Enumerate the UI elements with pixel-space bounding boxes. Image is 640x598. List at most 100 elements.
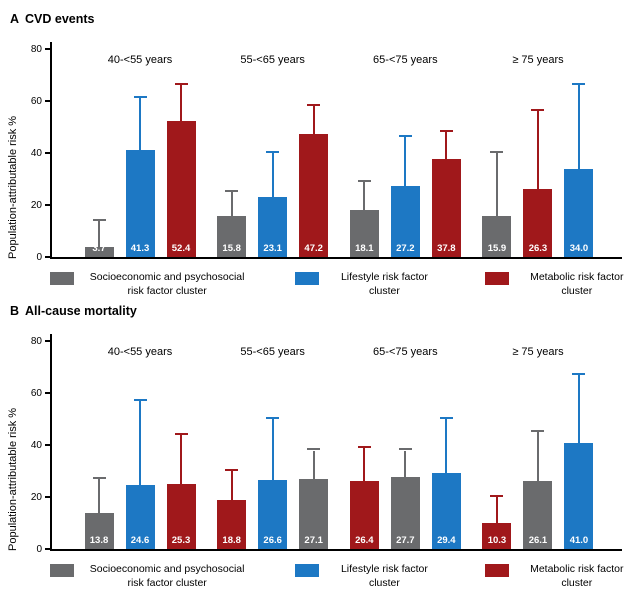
error-bar [180, 85, 182, 121]
bar-value-label: 27.1 [304, 535, 323, 547]
age-group-label: 65-<75 years [373, 54, 438, 66]
bar-blue [125, 149, 155, 257]
panel-letter: A [10, 12, 20, 26]
error-bar [495, 153, 498, 216]
bar-value-label: 47.2 [304, 243, 323, 254]
bar-slot: 41.3 [125, 42, 155, 257]
bar-value-label: 15.8 [222, 243, 241, 254]
panel-title-text: CVD events [25, 12, 95, 26]
error-bar-cap [439, 417, 453, 420]
plot-area: 0 20 40 60 80 40-<55 years 3.7 41.3 52.4 55-<65 y… [31, 42, 622, 263]
error-bar [445, 132, 448, 159]
error-bar [271, 153, 274, 197]
bar-slot: 13.8 [84, 334, 114, 550]
error-bar-cap [133, 399, 147, 402]
error-bar [363, 447, 366, 481]
bar-slot: 25.3 [166, 334, 196, 550]
bar-value-label: 25.3 [171, 535, 191, 547]
y-tick-label: 20 [30, 200, 42, 211]
legend-item-socioeconomic: Socioeconomic and psychosocial risk fact… [50, 563, 251, 590]
bar-slot: 26.6 [258, 334, 288, 550]
bar-value-label: 26.3 [528, 243, 548, 254]
chart-area: Population-attributable risk % 0 20 40 60 80… [6, 30, 636, 263]
y-axis-label: Population-attributable risk % [7, 115, 19, 259]
bar-slot: 3.7 [84, 42, 114, 257]
error-bar-cap [531, 109, 545, 112]
age-group: ≥ 75 years 15.9 26.3 34.0 [480, 42, 596, 257]
bar-red [431, 158, 461, 257]
bar-gray [390, 477, 420, 550]
legend-swatch-gray [50, 564, 74, 578]
error-bar [577, 375, 580, 443]
error-bar-cap [531, 430, 545, 433]
bar-red [217, 500, 247, 550]
bar-value-label: 37.8 [437, 243, 456, 254]
legend-item-metabolic: Metabolic risk factor cluster [484, 563, 636, 590]
y-tick [45, 152, 52, 154]
error-bar-cap [225, 469, 239, 472]
legend-label: Socioeconomic and psychosocial risk fact… [89, 271, 245, 297]
age-group: 55-<65 years 15.8 23.1 47.2 [215, 42, 331, 257]
error-bar-cap [490, 495, 504, 498]
age-group-label: ≥ 75 years [512, 346, 564, 359]
error-bar-cap [398, 135, 412, 138]
y-axis-label: Population-attributable risk % [7, 408, 19, 552]
error-bar-cap [266, 417, 280, 420]
bar-value-label: 18.1 [355, 243, 374, 254]
bar-red [299, 134, 329, 257]
error-bar [312, 106, 315, 135]
bar-gray [84, 513, 114, 550]
error-bar [98, 479, 100, 514]
error-bar-cap [572, 83, 586, 86]
bar-cluster: 15.9 26.3 34.0 [480, 42, 596, 257]
y-tick-label: 0 [36, 252, 42, 263]
bar-blue [390, 186, 420, 257]
bar-value-label: 13.8 [89, 535, 109, 547]
y-tick [45, 48, 52, 50]
bar-value-label: 3.7 [92, 243, 106, 254]
bar-slot: 27.7 [390, 334, 420, 550]
y-tick [45, 392, 52, 395]
bar-red [482, 522, 512, 550]
chart-area: Population-attributable risk % 0 20 40 60 80… [6, 322, 636, 555]
bar-slot: 15.8 [217, 42, 247, 257]
bar-value-label: 52.4 [171, 243, 191, 254]
bar-blue [258, 480, 288, 550]
bar-gray [349, 209, 379, 257]
panel-a-title: A CVD events [10, 12, 636, 26]
bar-slot: 34.0 [564, 42, 594, 257]
y-tick [45, 496, 52, 499]
bar-gray [299, 478, 329, 550]
bar-value-label: 27.7 [396, 535, 415, 547]
legend-item-metabolic: Metabolic risk factor cluster [484, 271, 636, 298]
error-bar-cap [398, 448, 412, 451]
bar-slot: 15.9 [482, 42, 512, 257]
age-group: ≥ 75 years 10.3 26.1 41.0 [480, 334, 596, 550]
age-group: 65-<75 years 18.1 27.2 37.8 [347, 42, 463, 257]
bar-blue [564, 168, 594, 257]
age-group: 65-<75 years 26.4 27.7 29.4 [347, 334, 463, 550]
y-tick [45, 204, 52, 206]
bar-cluster: 26.4 27.7 29.4 [347, 334, 463, 550]
bar-value-label: 10.3 [487, 535, 507, 547]
error-bar [536, 432, 539, 482]
error-bar-cap [439, 130, 453, 133]
bar-value-label: 24.6 [130, 535, 150, 547]
age-group: 55-<65 years 18.8 26.6 27.1 [215, 334, 331, 550]
legend-label: Socioeconomic and psychosocial risk fact… [89, 563, 245, 589]
error-bar-cap [357, 179, 371, 182]
bar-value-label: 18.8 [222, 535, 241, 547]
bar-gray [84, 247, 114, 257]
legend-label: Lifestyle risk factor cluster [340, 271, 428, 297]
legend: Socioeconomic and psychosocial risk fact… [50, 271, 636, 298]
legend-swatch-red [484, 272, 509, 285]
bar-slot: 29.4 [431, 334, 461, 550]
bar-gray [217, 215, 247, 257]
error-bar-cap [307, 448, 321, 451]
legend-item-lifestyle: Lifestyle risk factor cluster [295, 563, 440, 590]
bar-slot: 23.1 [258, 42, 288, 257]
bar-value-label: 26.1 [528, 535, 548, 547]
bar-blue [125, 485, 155, 550]
bar-gray [523, 481, 553, 550]
